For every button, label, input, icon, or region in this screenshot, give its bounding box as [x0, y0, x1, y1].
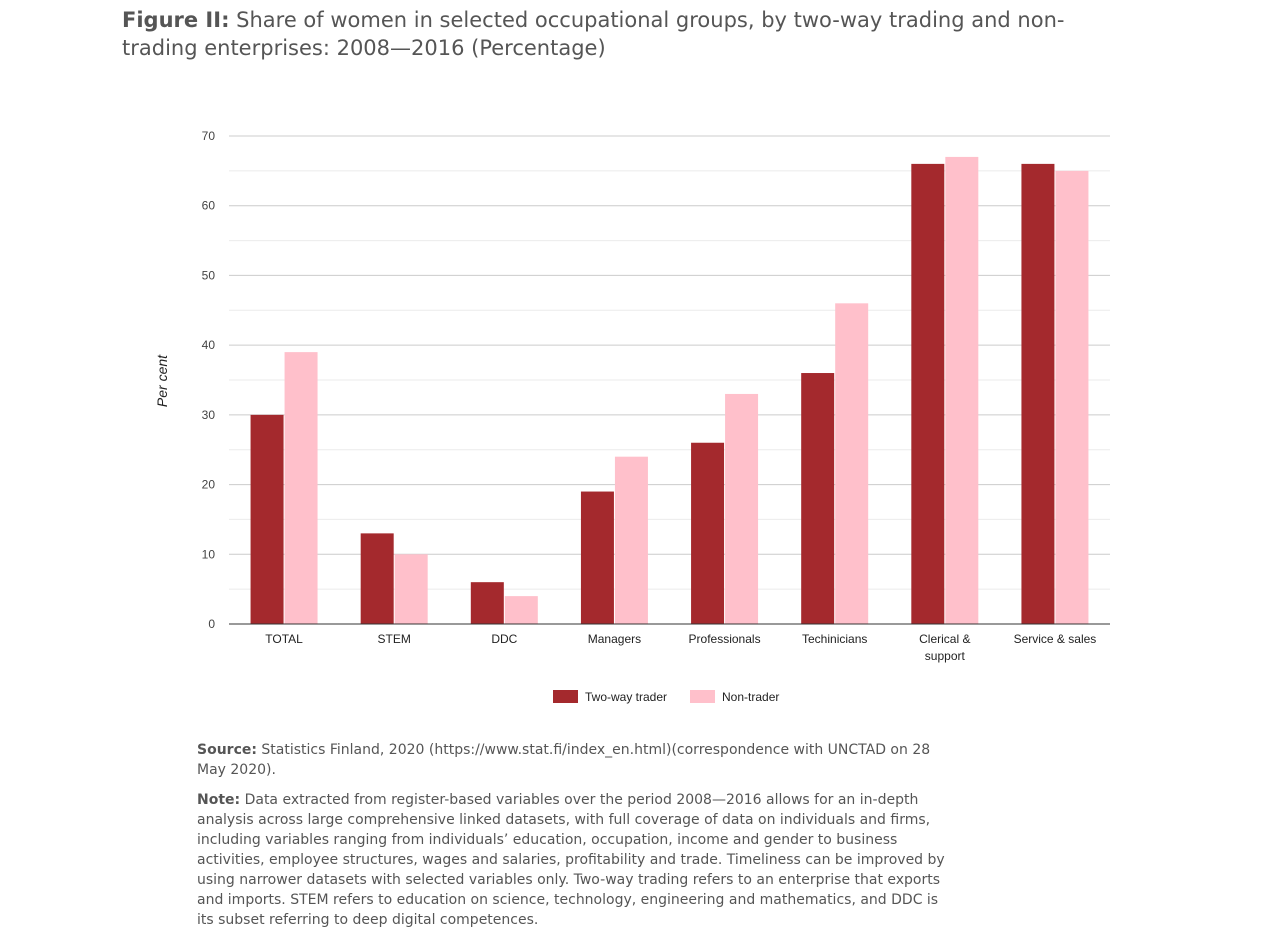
- legend-label: Two-way trader: [585, 690, 667, 704]
- y-tick-label: 60: [202, 199, 216, 213]
- footnote: Note: Data extracted from register-based…: [197, 790, 957, 930]
- y-axis-ticks: 0 10 20 30 40 50 60 70: [202, 129, 216, 631]
- figure-label: Figure II:: [122, 8, 230, 32]
- bar-non-trader: [284, 352, 318, 624]
- x-tick-label: Professionals: [689, 632, 761, 646]
- bar-non-trader: [835, 303, 869, 624]
- legend-label: Non-trader: [722, 690, 779, 704]
- bar-two-way-trader: [470, 582, 504, 624]
- legend-swatch: [553, 690, 578, 703]
- bar-two-way-trader: [801, 373, 835, 624]
- figure-title: Figure II: Share of women in selected oc…: [122, 6, 1102, 62]
- bar-non-trader: [725, 393, 759, 624]
- note-label: Note:: [197, 792, 241, 808]
- bar-non-trader: [945, 156, 979, 624]
- source-note: Source: Statistics Finland, 2020 (https:…: [197, 740, 957, 780]
- x-tick-label: Techinicians: [802, 632, 867, 646]
- bar-chart: 0 10 20 30 40 50 60 70 TOTAL STEM DDC Managers Prof…: [154, 129, 1110, 704]
- y-tick-label: 20: [202, 478, 216, 492]
- y-tick-label: 40: [202, 338, 216, 352]
- y-tick-label: 30: [202, 408, 216, 422]
- bars: [250, 156, 1089, 624]
- bar-two-way-trader: [580, 491, 614, 624]
- bar-two-way-trader: [1021, 163, 1055, 624]
- note-text: Data extracted from register-based varia…: [197, 792, 945, 928]
- y-tick-label: 0: [208, 617, 215, 631]
- figure-title-text: Share of women in selected occupational …: [122, 8, 1065, 60]
- x-tick-label: STEM: [378, 632, 411, 646]
- y-tick-label: 50: [202, 268, 216, 282]
- bar-non-trader: [614, 456, 648, 624]
- legend-swatch: [690, 690, 715, 703]
- x-tick-label: Clerical & support: [919, 632, 970, 663]
- bar-non-trader: [1055, 170, 1089, 624]
- x-axis-ticks: TOTAL STEM DDC Managers Professionals Techini…: [265, 632, 1096, 663]
- bar-two-way-trader: [250, 414, 284, 624]
- y-axis-label: Per cent: [154, 354, 170, 407]
- bar-non-trader: [394, 554, 428, 624]
- x-tick-label: TOTAL: [265, 632, 303, 646]
- y-tick-label: 10: [202, 547, 216, 561]
- legend: Two-way trader Non-trader: [553, 690, 779, 704]
- bar-two-way-trader: [360, 533, 394, 624]
- source-text: Statistics Finland, 2020 (https://www.st…: [197, 742, 931, 778]
- x-tick-label: DDC: [491, 632, 517, 646]
- x-tick-label: Managers: [588, 632, 641, 646]
- y-tick-label: 70: [202, 129, 216, 143]
- source-label: Source:: [197, 742, 257, 758]
- bar-non-trader: [504, 596, 538, 624]
- x-tick-label: Service & sales: [1014, 632, 1097, 646]
- bar-two-way-trader: [911, 163, 945, 624]
- bar-two-way-trader: [691, 442, 725, 624]
